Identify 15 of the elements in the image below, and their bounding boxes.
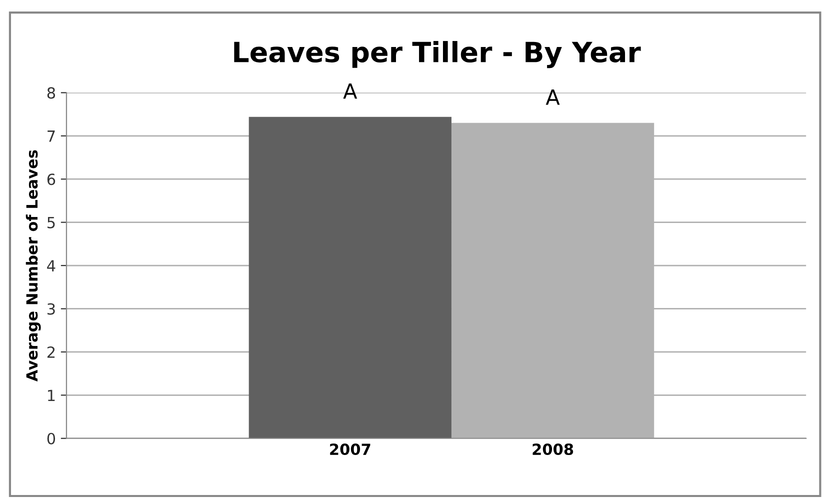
y-tick-label: 4	[47, 260, 56, 272]
chart-title: Leaves per Tiller - By Year	[234, 41, 641, 68]
x-tick-label: 2007	[330, 444, 370, 456]
annotation: A	[343, 83, 358, 99]
x-tick-label: 2008	[532, 444, 574, 456]
y-tick-label: 2	[47, 346, 55, 358]
y-axis-title: Average Number of Leaves	[26, 150, 41, 382]
y-tick-label: 5	[48, 216, 55, 228]
y-tick-label: 6	[47, 174, 56, 186]
y-tick-label: 1	[48, 390, 55, 401]
y-tick-label: 7	[48, 130, 55, 142]
annotation: A	[546, 90, 560, 105]
y-tick-label: 0	[47, 432, 56, 444]
y-tick-label: 3	[48, 303, 55, 315]
y-tick-label: 8	[47, 87, 56, 99]
